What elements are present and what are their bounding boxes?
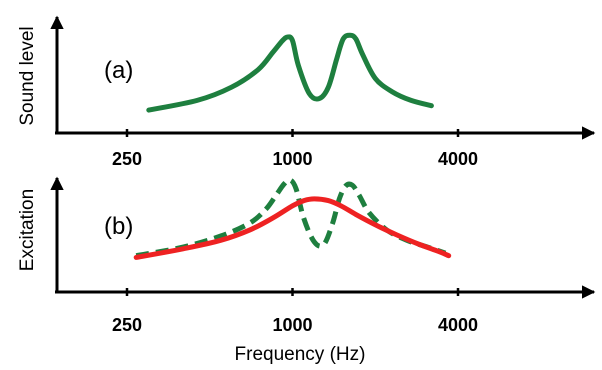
panel-b-label: (b)	[104, 213, 133, 240]
panel-a-series-1-solid-line	[146, 32, 434, 113]
panel-b-series	[133, 177, 452, 260]
panel-a-tick-label-250: 250	[112, 149, 142, 169]
panel-b: Excitation (b) 250 1000 4000 Frequency (Hz…	[17, 176, 596, 365]
panel-b-tick-label-1000: 1000	[272, 315, 312, 335]
panel-b-ticks: 250 1000 4000	[112, 288, 478, 335]
panel-b-series-2-solid-line	[133, 196, 452, 260]
panel-b-tick-label-250: 250	[112, 315, 142, 335]
panel-b-series-1-dashed-line	[135, 177, 447, 259]
panel-a-label: (a)	[104, 57, 133, 84]
x-axis-label: Frequency (Hz)	[235, 344, 366, 365]
panel-a-tick-label-4000: 4000	[438, 149, 478, 169]
panel-a-ticks: 250 1000 4000	[112, 129, 478, 169]
panel-a: Sound level (a) 250 1000 4000	[17, 15, 596, 169]
panel-b-y-axis-label: Excitation	[17, 189, 38, 271]
panel-a-series	[146, 32, 434, 113]
panel-b-tick-label-4000: 4000	[438, 315, 478, 335]
panel-a-y-axis-label: Sound level	[17, 26, 38, 125]
panel-a-tick-label-1000: 1000	[272, 149, 312, 169]
